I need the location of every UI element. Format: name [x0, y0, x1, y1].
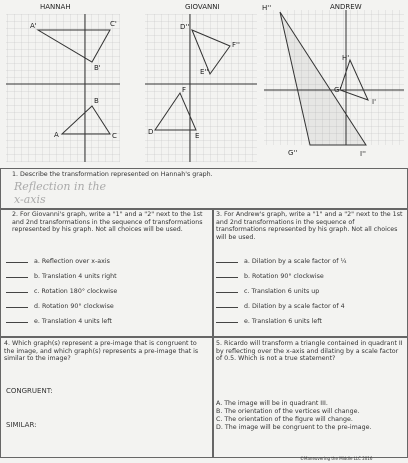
graphs: HANNAH GIOVANNI ANDREW A' C' B' B A C D'… — [6, 3, 404, 162]
option: e. Translation 4 units left — [6, 318, 112, 325]
q4-box — [0, 336, 214, 458]
option: B. The orientation of the vertices will … — [216, 408, 360, 415]
option: b. Rotation 90° clockwise — [216, 273, 324, 280]
question: 2. For Giovanni's graph, write a "1" and… — [12, 211, 203, 234]
triangle — [339, 58, 369, 101]
question: 5. Ricardo will transform a triangle con… — [216, 340, 403, 363]
option: C. The orientation of the figure will ch… — [216, 416, 353, 423]
vertex-label: A — [54, 131, 59, 139]
graph-name: ANDREW — [330, 3, 362, 11]
vertex-label: F'' — [232, 41, 240, 49]
grid — [145, 14, 257, 162]
question: 4. Which graph(s) represent a pre-image … — [4, 340, 199, 363]
triangle — [36, 29, 111, 63]
vertex-label: G' — [334, 86, 341, 94]
vertex-label: D — [148, 128, 153, 136]
answer: x-axis — [14, 193, 46, 206]
q2-box — [0, 208, 214, 338]
option: D. The image will be congruent to the pr… — [216, 424, 372, 431]
option: b. Translation 4 units right — [6, 273, 117, 280]
vertex-label: E'' — [200, 68, 208, 76]
triangle — [154, 91, 197, 131]
vertex-label: D'' — [180, 23, 189, 31]
label: CONGRUENT: — [6, 387, 53, 395]
vertex-label: H' — [342, 54, 349, 62]
option: a. Dilation by a scale factor of ¼ — [216, 258, 347, 265]
question: 3. For Andrew's graph, write a "1" and a… — [216, 211, 403, 241]
grid — [264, 10, 404, 145]
triangle — [191, 29, 231, 76]
option: c. Rotation 180° clockwise — [6, 288, 117, 295]
option: A. The image will be in quadrant III. — [216, 400, 328, 407]
option: d. Dilation by a scale factor of 4 — [216, 303, 345, 310]
vertex-label: H'' — [262, 4, 271, 12]
vertex-label: A' — [30, 22, 37, 30]
vertex-label: I'' — [360, 150, 366, 158]
option: e. Translation 6 units left — [216, 318, 322, 325]
footer: ©Maneuvering the Middle LLC 2016 — [300, 456, 373, 461]
answer: Reflection in the — [14, 180, 107, 193]
vertex-label: G'' — [288, 149, 297, 157]
graph-name: HANNAH — [40, 3, 71, 11]
vertex-label: F — [182, 86, 186, 94]
vertex-label: B — [94, 97, 99, 105]
vertex-label: I' — [372, 98, 376, 106]
option: a. Reflection over x-axis — [6, 258, 110, 265]
question: 1. Describe the transformation represent… — [12, 171, 213, 178]
vertex-label: C — [112, 132, 117, 140]
option: d. Rotation 90° clockwise — [6, 303, 114, 310]
triangle — [279, 11, 367, 146]
vertex-label: E — [195, 132, 199, 140]
triangle — [60, 105, 111, 135]
label: SIMILAR: — [6, 421, 37, 429]
vertex-label: C' — [110, 20, 117, 28]
option: c. Translation 6 units up — [216, 288, 319, 295]
vertex-label: B' — [94, 64, 101, 72]
graph-name: GIOVANNI — [185, 3, 220, 11]
grid — [6, 14, 120, 162]
